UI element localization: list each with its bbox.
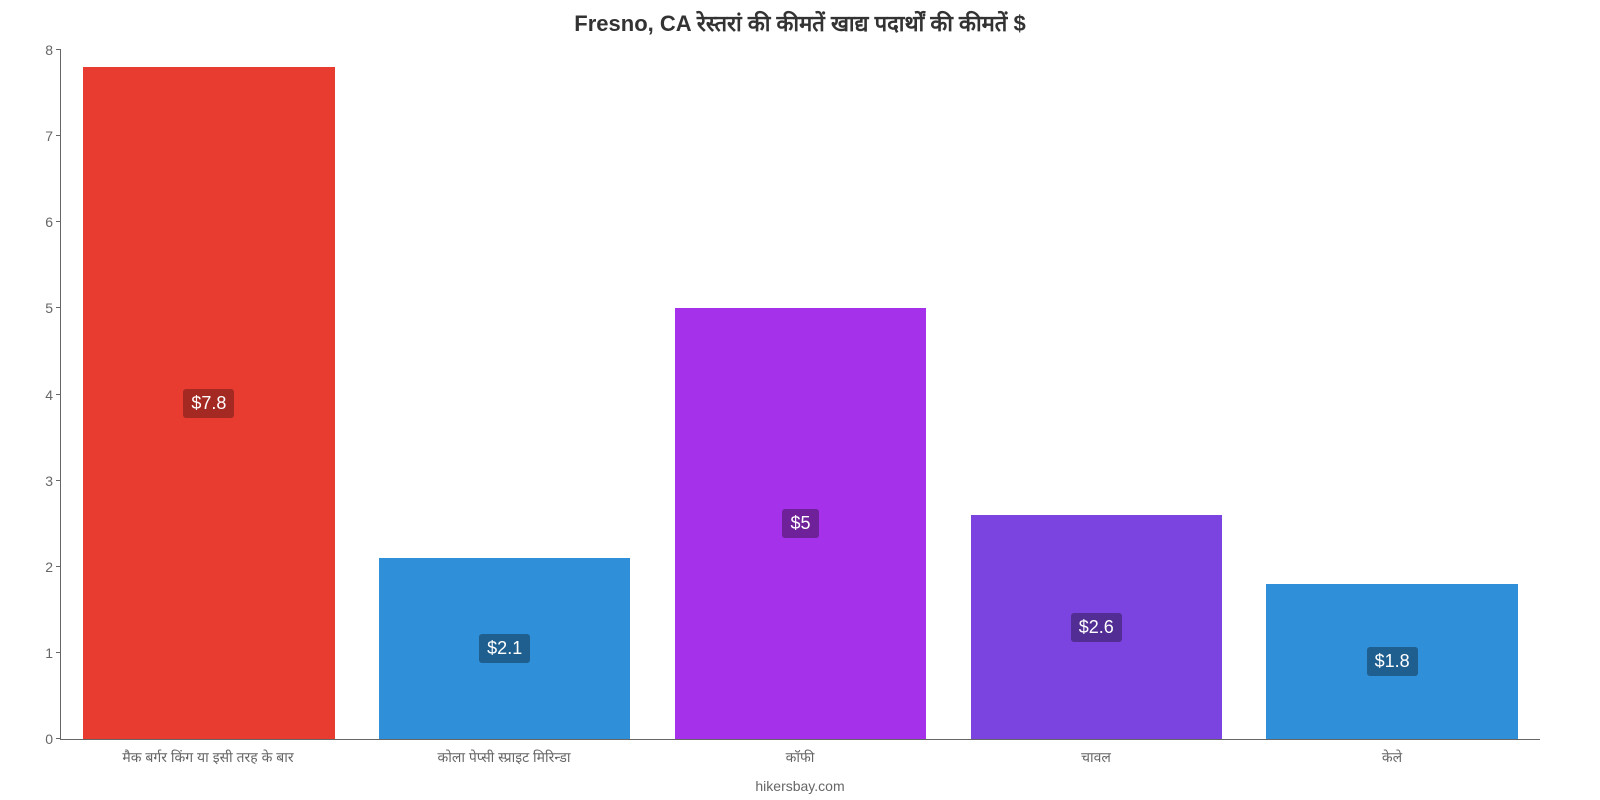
x-tick-label: केले xyxy=(1244,742,1540,767)
y-tick-mark xyxy=(56,652,61,653)
plot-area: $7.8$2.1$5$2.6$1.8 012345678 xyxy=(60,50,1540,740)
y-tick-label: 1 xyxy=(45,645,61,661)
x-tick-label: चावल xyxy=(948,742,1244,767)
y-tick-mark xyxy=(56,307,61,308)
bar: $1.8 xyxy=(1266,584,1517,739)
x-tick-label: मैक बर्गर किंग या इसी तरह के बार xyxy=(60,742,356,767)
bar-value-label: $2.1 xyxy=(479,634,530,663)
y-tick-mark xyxy=(56,49,61,50)
bar: $2.1 xyxy=(379,558,630,739)
y-tick-label: 6 xyxy=(45,214,61,230)
bar-value-label: $5 xyxy=(782,509,818,538)
bars-row: $7.8 $2.1 $5 $2.6 $1.8 xyxy=(61,50,1540,739)
bar-slot: $1.8 xyxy=(1244,50,1540,739)
y-tick-label: 7 xyxy=(45,128,61,144)
bar: $2.6 xyxy=(971,515,1222,739)
bar-value-label: $7.8 xyxy=(183,389,234,418)
y-tick-mark xyxy=(56,738,61,739)
bar-slot: $5 xyxy=(653,50,949,739)
bar-value-label: $2.6 xyxy=(1071,613,1122,642)
y-tick-mark xyxy=(56,135,61,136)
y-tick-label: 8 xyxy=(45,42,61,58)
chart-title: Fresno, CA रेस्तरां की कीमतें खाद्य पदार… xyxy=(0,8,1600,38)
y-tick-label: 0 xyxy=(45,731,61,747)
y-tick-label: 3 xyxy=(45,473,61,489)
y-tick-label: 4 xyxy=(45,387,61,403)
bar: $7.8 xyxy=(83,67,334,739)
bar-value-label: $1.8 xyxy=(1367,647,1418,676)
bar: $5 xyxy=(675,308,926,739)
chart-container: Fresno, CA रेस्तरां की कीमतें खाद्य पदार… xyxy=(0,0,1600,800)
bar-slot: $7.8 xyxy=(61,50,357,739)
y-tick-label: 2 xyxy=(45,559,61,575)
x-axis-labels: मैक बर्गर किंग या इसी तरह के बारकोला पेप… xyxy=(60,742,1540,767)
y-tick-label: 5 xyxy=(45,300,61,316)
y-tick-mark xyxy=(56,480,61,481)
bar-slot: $2.1 xyxy=(357,50,653,739)
y-tick-mark xyxy=(56,566,61,567)
y-tick-mark xyxy=(56,394,61,395)
bar-slot: $2.6 xyxy=(948,50,1244,739)
source-label: hikersbay.com xyxy=(0,778,1600,794)
x-tick-label: कोला पेप्सी स्प्राइट मिरिन्डा xyxy=(356,742,652,767)
y-tick-mark xyxy=(56,221,61,222)
x-tick-label: कॉफी xyxy=(652,742,948,767)
